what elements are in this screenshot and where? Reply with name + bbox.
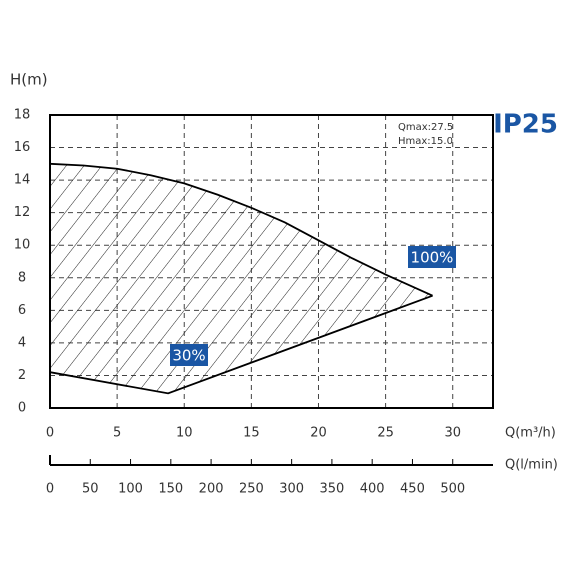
x2-tick-label: 200 [199,482,224,497]
annotation: Qmax:27.5 [398,122,453,133]
x2-tick-label: 50 [82,482,99,497]
y-tick-label: 10 [14,238,31,253]
x-tick-label: 0 [46,426,54,441]
x2-tick-label: 400 [360,482,385,497]
x2-tick-label: 100 [118,482,143,497]
y-axis-label: H(m) [10,71,48,89]
legend-label: 30% [172,347,205,365]
x-axis-label: Q(m³/h) [505,426,556,441]
x-tick-label: 15 [243,426,260,441]
legend-label: 100% [411,249,454,267]
x-tick-label: 5 [113,426,121,441]
legend-box [170,344,208,366]
y-tick-label: 12 [14,205,31,220]
y-tick-label: 6 [18,303,26,318]
x-tick-label: 20 [310,426,327,441]
x-tick-label: 25 [377,426,394,441]
curve [49,162,433,297]
x-tick-label: 10 [176,426,193,441]
x2-tick-label: 0 [46,482,54,497]
curve [49,294,433,395]
chart-title: IP25 [493,110,558,140]
y-tick-label: 0 [18,401,26,416]
plot-frame [49,114,494,409]
y-tick-label: 16 [14,140,31,155]
x2-tick-label: 500 [440,482,465,497]
y-tick-label: 14 [14,173,31,188]
y-tick-label: 8 [18,270,26,285]
x2-tick-label: 250 [239,482,264,497]
x-tick-label: 30 [444,426,461,441]
x2-tick-label: 300 [279,482,304,497]
x2-tick-label: 350 [319,482,344,497]
annotation: Hmax:15.0 [398,136,453,147]
x2-tick-label: 150 [158,482,183,497]
y-tick-label: 18 [14,108,31,123]
hatch-area [50,163,433,394]
x2-axis-label: Q(l/min) [505,458,558,473]
legend-box [408,246,456,268]
y-tick-label: 2 [18,368,26,383]
y-tick-label: 4 [18,335,26,350]
x2-tick-label: 450 [400,482,425,497]
